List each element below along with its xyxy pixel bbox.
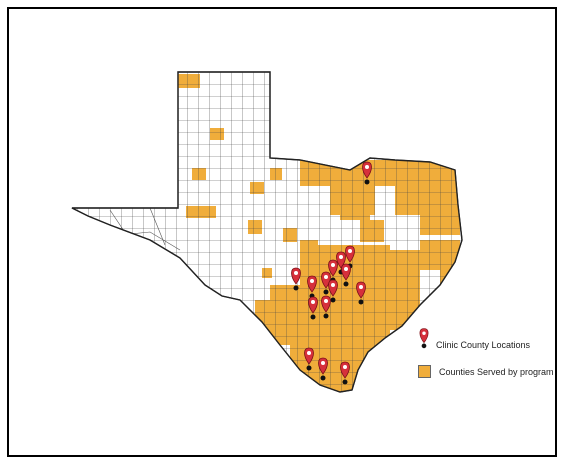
clinic-pin [328, 279, 338, 303]
clinic-pin [321, 295, 331, 319]
clinic-pin [304, 347, 314, 371]
clinic-pin [356, 281, 366, 305]
clinic-pin [307, 275, 317, 299]
clinic-pin [291, 267, 301, 291]
clinic-pin [341, 263, 351, 287]
square-swatch-icon [418, 365, 431, 378]
legend-served-label: Counties Served by program [439, 366, 554, 377]
clinic-pin [308, 296, 318, 320]
legend-clinic: Clinic County Locations [416, 326, 530, 350]
legend-clinic-label: Clinic County Locations [436, 340, 531, 350]
legend-served: Counties Served by program [418, 365, 554, 378]
map-pin-icon [419, 328, 429, 349]
clinic-pins [291, 161, 372, 385]
clinic-pin [318, 357, 328, 381]
clinic-pin [340, 361, 350, 385]
clinic-pin [362, 161, 372, 185]
